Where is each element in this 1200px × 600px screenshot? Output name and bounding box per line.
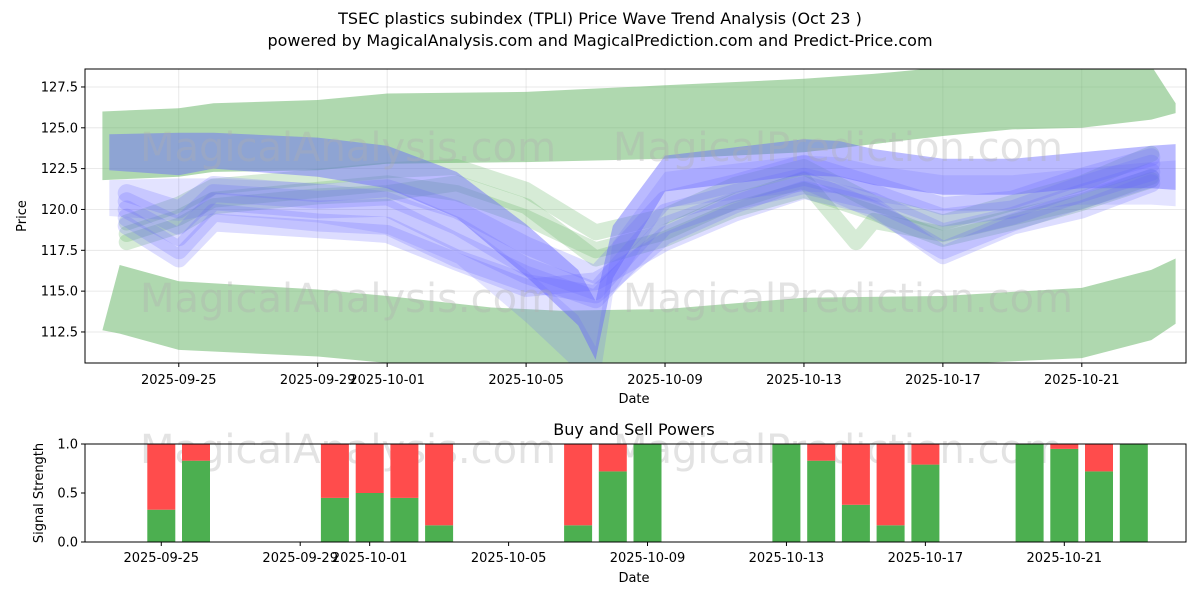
- x-tick-label: 2025-09-25: [141, 373, 217, 388]
- sell-bar: [182, 444, 210, 461]
- price-panel: MagicalAnalysis.com MagicalPrediction.co…: [15, 68, 1187, 407]
- price-y-label: Price: [15, 200, 30, 232]
- signal-x-label: Date: [618, 571, 649, 586]
- sell-bar: [911, 444, 940, 465]
- sell-bar: [320, 444, 349, 498]
- sell-bar: [598, 444, 627, 472]
- wave-line-green: [118, 172, 1160, 267]
- price-axes-frame: [84, 68, 1187, 364]
- buy-bar: [1119, 444, 1148, 542]
- y-tick-label: 122.5: [41, 162, 78, 177]
- price-watermark: MagicalAnalysis.com MagicalPrediction.co…: [140, 125, 1073, 322]
- sell-bar: [1085, 444, 1113, 472]
- x-tick-label: 2025-10-21: [1044, 373, 1120, 388]
- watermark-text: MagicalAnalysis.com: [140, 276, 556, 322]
- wave-line-green: [118, 168, 1160, 259]
- buy-bar: [564, 525, 593, 542]
- price-plot-area: [102, 69, 1176, 363]
- x-tick-label: 2025-09-29: [280, 373, 356, 388]
- x-tick-label: 2025-10-17: [905, 373, 981, 388]
- buy-bar: [633, 444, 662, 542]
- sell-bar: [807, 444, 836, 461]
- buy-bar: [182, 460, 210, 542]
- signal-title: Buy and Sell Powers: [553, 420, 715, 439]
- watermark-text: MagicalPrediction.com: [623, 276, 1073, 322]
- wave-line-blue: [117, 169, 1161, 304]
- signal-plot-area: [147, 444, 1148, 542]
- price-channel: [109, 132, 1176, 360]
- x-tick-label: 2025-09-25: [123, 551, 199, 566]
- chart-title: TSEC plastics subindex (TPLI) Price Wave…: [338, 9, 862, 28]
- watermark-text: MagicalAnalysis.com: [140, 125, 556, 171]
- x-tick-label: 2025-10-05: [471, 551, 547, 566]
- buy-bar: [841, 504, 870, 542]
- buy-bar: [320, 497, 349, 542]
- buy-bar: [1085, 471, 1113, 542]
- x-tick-label: 2025-10-13: [749, 551, 825, 566]
- price-channel-shadow: [109, 155, 1176, 363]
- x-tick-label: 2025-10-17: [888, 551, 964, 566]
- x-tick-label: 2025-09-29: [262, 551, 338, 566]
- price-axis-ticks: 112.5 115.0 117.5 120.0 122.5 125.0 127.5 2025-…: [41, 80, 1120, 388]
- y-tick-label: 120.0: [41, 203, 78, 218]
- y-tick-label: 115.0: [41, 285, 78, 300]
- wave-line-blue: [117, 174, 1161, 297]
- x-tick-label: 2025-10-05: [488, 373, 564, 388]
- buy-bar: [807, 460, 836, 542]
- buy-bar: [911, 464, 940, 542]
- wave-line-blue: [117, 154, 1161, 301]
- buy-bar: [147, 509, 176, 542]
- buy-bar: [598, 471, 627, 542]
- x-tick-label: 2025-10-13: [766, 373, 842, 388]
- sell-bar: [147, 444, 176, 510]
- signal-y-label: Signal Strength: [32, 443, 47, 543]
- wave-line-blue: [117, 148, 1161, 284]
- watermark-text: MagicalPrediction.com: [613, 125, 1063, 171]
- x-tick-label: 2025-10-01: [332, 551, 408, 566]
- buy-bar: [390, 497, 419, 542]
- sell-bar: [390, 444, 419, 498]
- y-tick-label: 0.5: [57, 487, 78, 502]
- price-x-label: Date: [618, 392, 649, 407]
- y-tick-label: 125.0: [41, 121, 78, 136]
- buy-bar: [425, 525, 454, 542]
- lower-band: [102, 258, 1176, 363]
- buy-bar: [355, 493, 384, 542]
- signal-panel: Buy and Sell Powers MagicalAnalysis.com …: [32, 420, 1187, 586]
- wave-line-green: [118, 145, 1160, 241]
- upper-band: [102, 69, 1176, 181]
- sell-bar: [841, 444, 870, 505]
- buy-bar: [1015, 444, 1044, 542]
- sell-bar: [425, 444, 454, 526]
- buy-bar: [772, 444, 801, 542]
- watermark-text: MagicalPrediction.com: [613, 427, 1063, 473]
- y-tick-label: 127.5: [41, 80, 78, 95]
- wave-line-blue: [117, 162, 1161, 309]
- chart-subtitle: powered by MagicalAnalysis.com and Magic…: [267, 31, 933, 50]
- x-tick-label: 2025-10-09: [627, 373, 703, 388]
- x-tick-label: 2025-10-21: [1027, 551, 1103, 566]
- x-tick-label: 2025-10-01: [349, 373, 425, 388]
- sell-bar: [876, 444, 905, 526]
- y-tick-label: 112.5: [41, 325, 78, 340]
- buy-bar: [876, 525, 905, 542]
- sell-bar: [564, 444, 593, 526]
- buy-bar: [1050, 448, 1079, 542]
- y-tick-label: 0.0: [57, 536, 78, 551]
- sell-bar: [355, 444, 384, 493]
- x-tick-label: 2025-10-09: [610, 551, 686, 566]
- sell-bar: [1050, 444, 1079, 449]
- y-tick-label: 117.5: [41, 244, 78, 259]
- y-tick-label: 1.0: [57, 438, 78, 453]
